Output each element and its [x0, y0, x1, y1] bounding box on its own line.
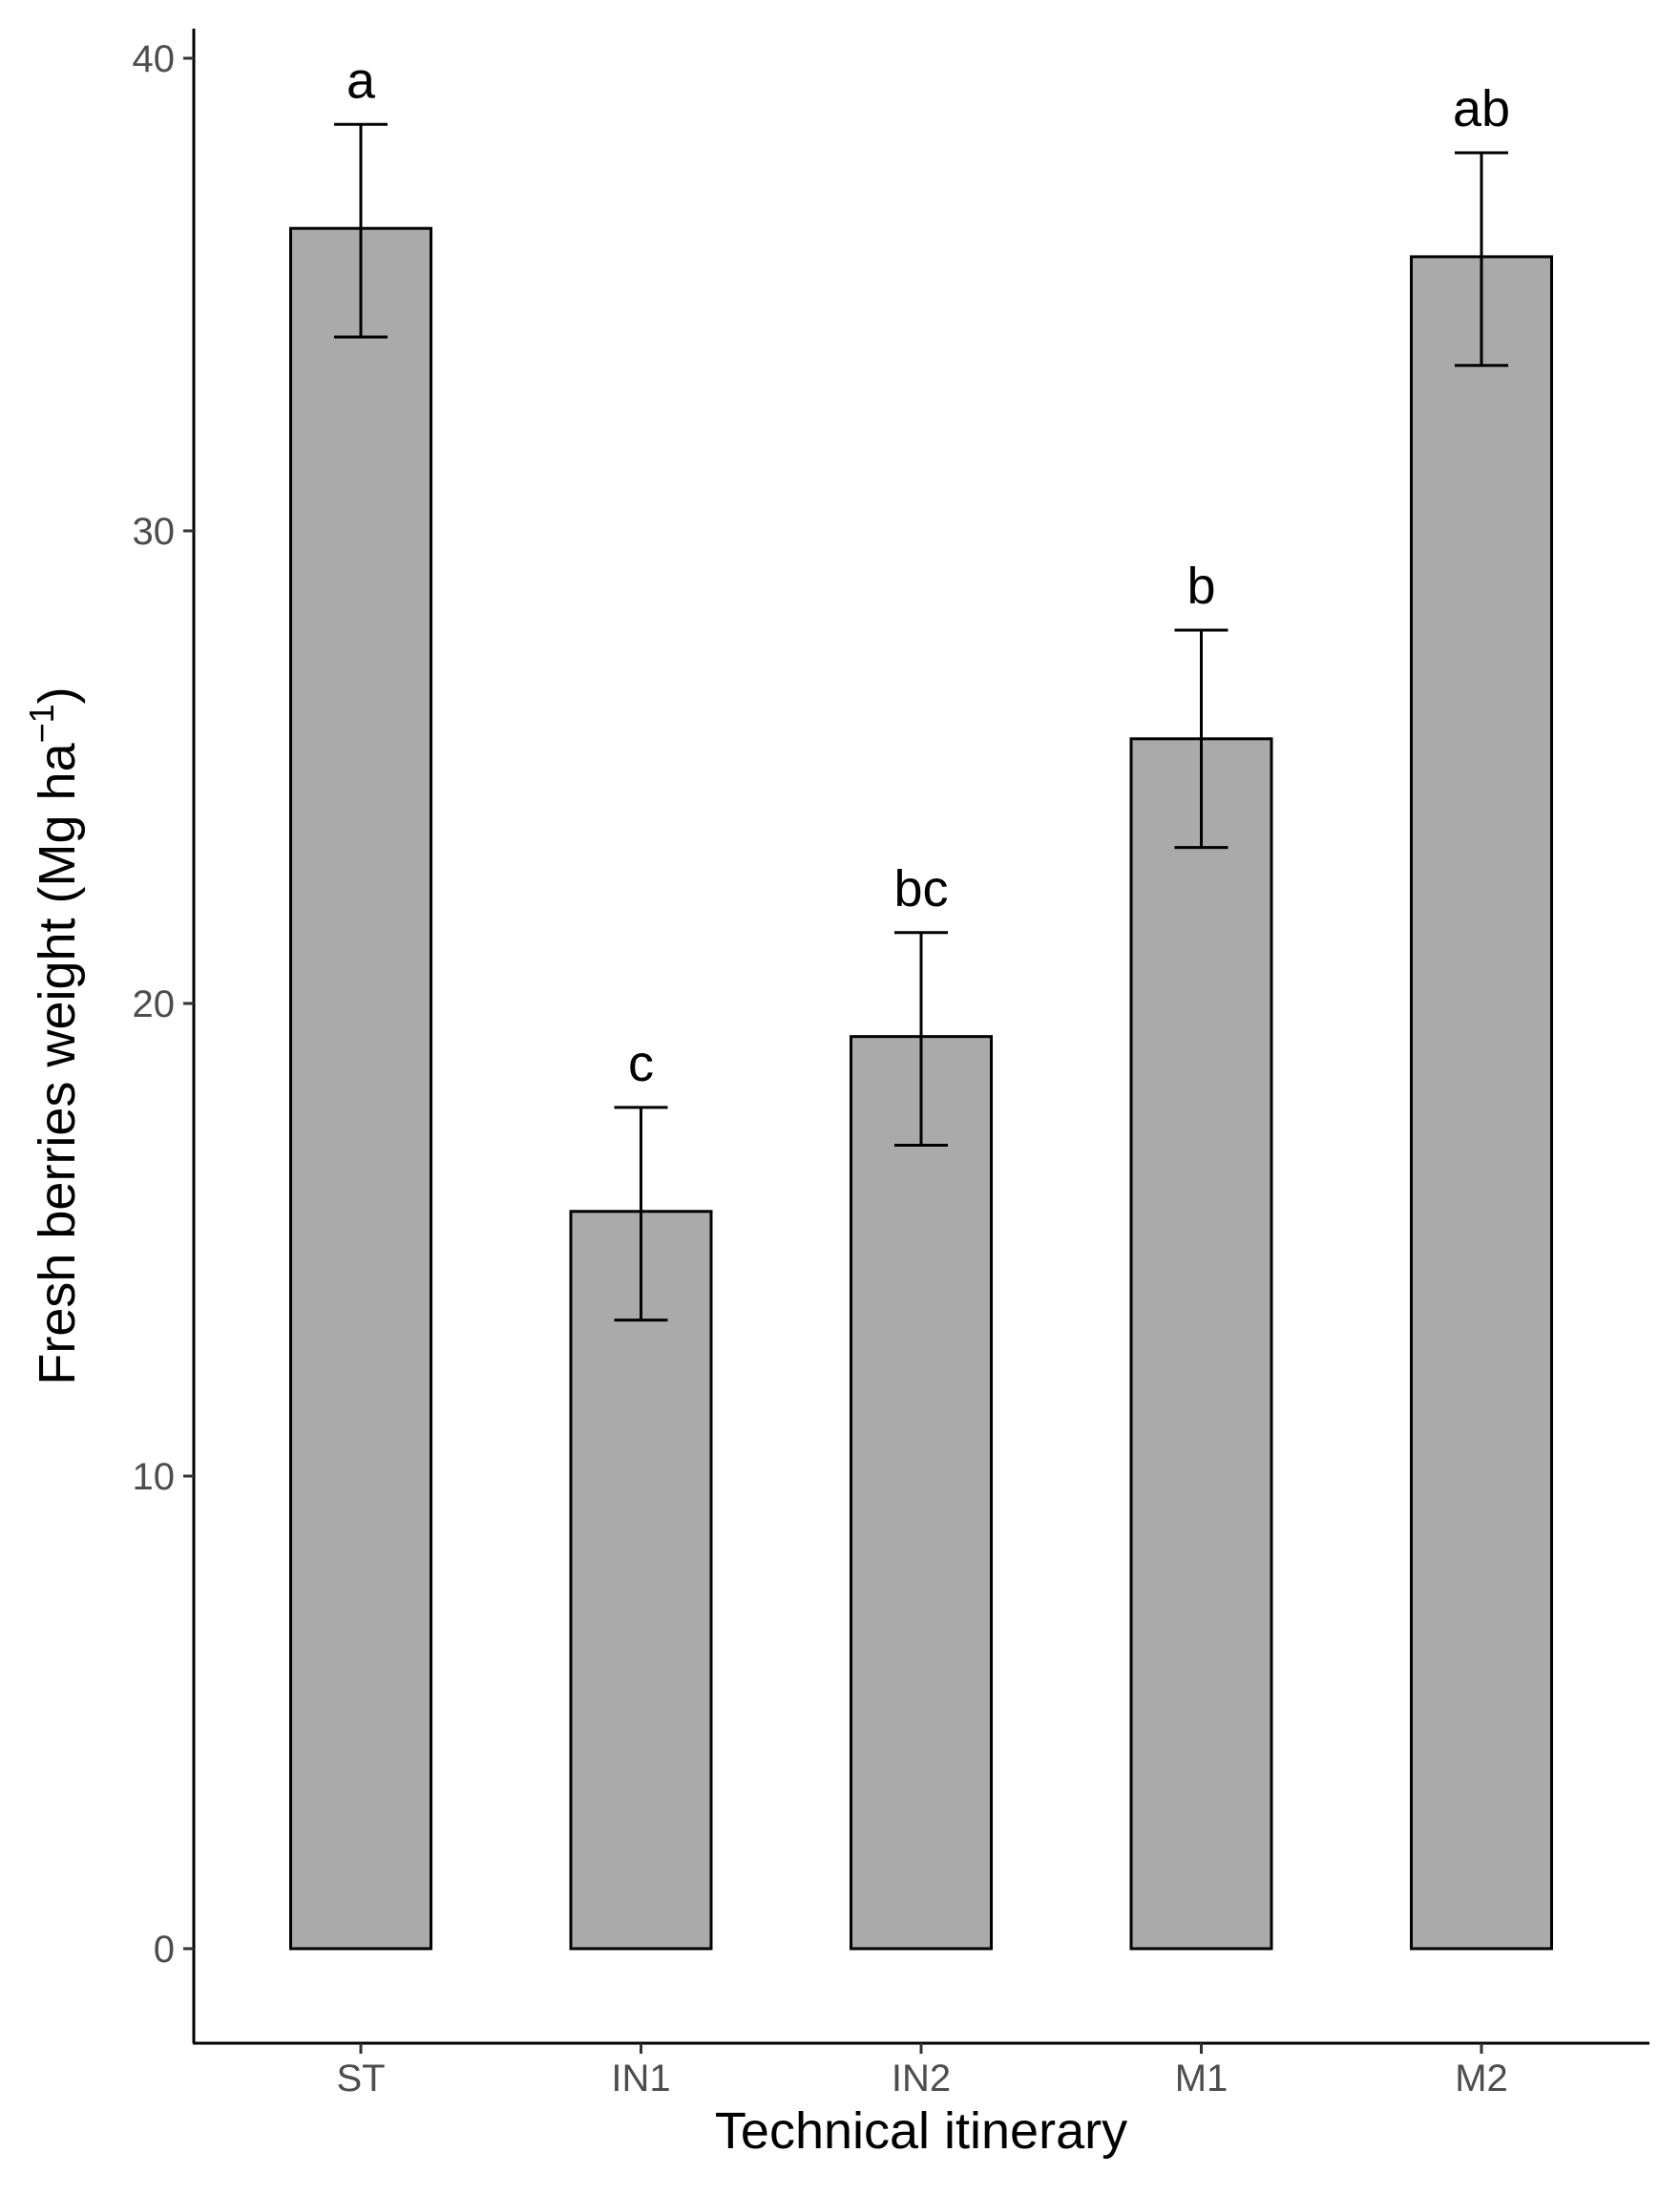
significance-letter-in2: bc	[893, 860, 948, 918]
significance-letter-m2: ab	[1453, 80, 1510, 137]
significance-letter-in1: c	[628, 1035, 654, 1092]
y-tick-label-0: 0	[154, 1929, 175, 1971]
x-tick-label-m2: M2	[1455, 2058, 1508, 2100]
x-tick-label-in1: IN1	[611, 2058, 670, 2100]
y-tick-label-20: 20	[133, 983, 176, 1025]
bar-in2	[850, 1035, 993, 1951]
significance-letter-m1: b	[1186, 558, 1215, 615]
y-axis-title-main: Fresh berries weight (Mg ha	[29, 742, 86, 1384]
y-tick-label-30: 30	[133, 511, 176, 553]
significance-letter-st: a	[346, 52, 376, 109]
x-ticks-layer: ST IN1 IN2 M1 M2	[336, 2043, 1508, 2100]
y-axis-title-close: )	[29, 686, 86, 704]
significance-letters-layer: a c bc b ab	[346, 52, 1510, 1092]
bar-m1	[1129, 737, 1273, 1951]
y-ticks-layer: 0 10 20 30 40	[133, 38, 194, 1971]
bar-in1	[569, 1210, 713, 1951]
x-tick-label-st: ST	[336, 2058, 385, 2100]
bar-st	[289, 226, 432, 1951]
x-axis-title: Technical itinerary	[715, 2102, 1127, 2160]
bar-m2	[1410, 255, 1553, 1951]
y-axis-title-superscript: −1	[22, 704, 61, 743]
y-tick-label-10: 10	[133, 1456, 176, 1498]
x-tick-label-m1: M1	[1175, 2058, 1228, 2100]
error-bars-layer	[334, 122, 1508, 1322]
x-tick-label-in2: IN2	[892, 2058, 951, 2100]
y-tick-label-40: 40	[133, 38, 176, 80]
y-axis-title: Fresh berries weight (Mg ha−1)	[22, 686, 86, 1384]
